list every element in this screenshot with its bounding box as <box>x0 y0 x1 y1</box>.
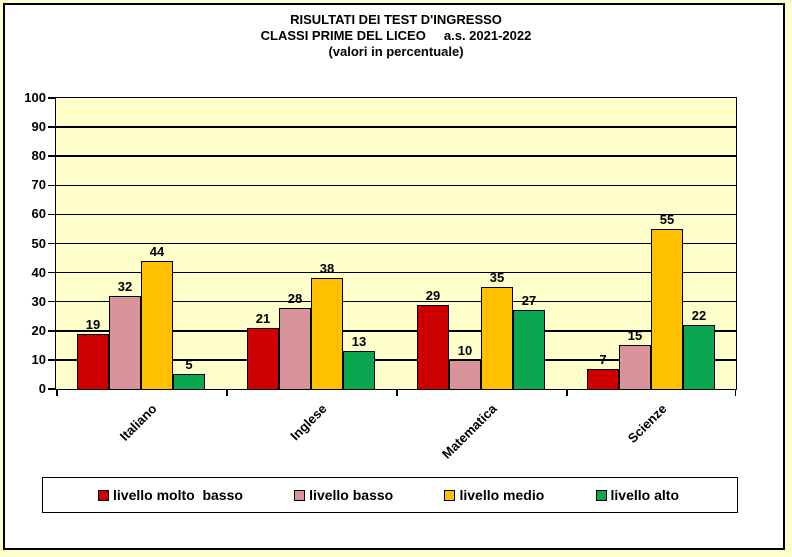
y-axis-tick <box>47 300 55 303</box>
bar-value-label: 5 <box>185 357 193 373</box>
legend-box: livello molto basso livello basso livello … <box>42 477 738 513</box>
bar-value-label: 10 <box>457 342 473 358</box>
y-axis-label: 60 <box>31 206 46 222</box>
bar-value-label: 32 <box>117 278 133 294</box>
y-axis-tick <box>47 271 55 274</box>
x-axis-tick <box>734 389 736 396</box>
bar-value-label: 55 <box>659 211 675 227</box>
bar <box>417 304 449 389</box>
bar-value-label: 29 <box>425 287 441 303</box>
bar-value-label: 21 <box>255 310 271 326</box>
bar-value-label: 38 <box>319 261 335 277</box>
bar <box>449 359 481 389</box>
bar <box>619 345 651 389</box>
legend-item: livello molto basso <box>98 487 243 503</box>
bar-value-label: 22 <box>691 307 707 323</box>
gridline <box>56 300 736 303</box>
bar <box>279 307 311 389</box>
bar-value-label: 15 <box>627 328 643 344</box>
y-axis-tick <box>47 330 55 332</box>
legend-item: livello basso <box>294 487 393 503</box>
bar <box>173 374 205 389</box>
legend-item: livello medio <box>444 487 544 503</box>
legend-label: livello molto basso <box>113 487 243 503</box>
y-axis-label: 30 <box>31 293 46 309</box>
y-axis-tick <box>47 126 55 128</box>
legend-label: livello alto <box>610 487 679 503</box>
bar <box>109 295 141 389</box>
y-axis-label: 0 <box>38 381 46 396</box>
gridline <box>56 359 736 361</box>
y-axis-label: 90 <box>31 119 46 135</box>
x-axis-tick <box>56 389 58 396</box>
gridline <box>56 213 736 216</box>
y-axis-label: 20 <box>31 322 46 338</box>
chart-title-line1: RISULTATI DEI TEST D'INGRESSO <box>290 12 502 27</box>
legend-swatch <box>444 489 456 501</box>
bar <box>513 310 545 389</box>
bar-value-label: 13 <box>351 334 367 350</box>
bar <box>247 327 279 389</box>
bar <box>343 351 375 389</box>
legend-label: livello basso <box>309 487 394 503</box>
legend-swatch <box>595 489 607 501</box>
y-axis-tick <box>47 184 55 187</box>
bar <box>141 260 173 389</box>
x-axis-tick <box>226 389 228 396</box>
legend-item: livello alto <box>595 487 679 503</box>
bar-value-label: 27 <box>521 293 537 309</box>
bar <box>683 324 715 389</box>
gridline <box>56 184 736 187</box>
x-axis-tick <box>396 389 398 396</box>
y-axis-tick <box>47 155 55 157</box>
x-axis-tick <box>566 389 568 396</box>
gridline <box>56 242 736 245</box>
y-axis-label: 70 <box>31 177 46 193</box>
bar <box>311 278 343 389</box>
legend-label: livello medio <box>459 487 545 503</box>
legend-swatch <box>294 489 306 501</box>
y-axis-label: 40 <box>31 264 46 280</box>
chart-title-line3: (valori in percentuale) <box>328 44 464 59</box>
gridline <box>56 126 736 128</box>
legend-swatch <box>98 489 109 501</box>
chart-title: RISULTATI DEI TEST D'INGRESSO CLASSI PRI… <box>0 12 792 60</box>
y-axis-label: 10 <box>31 351 46 367</box>
y-axis-label: 80 <box>31 148 46 164</box>
bar-value-label: 35 <box>489 270 505 286</box>
plot-area: 0 10 20 30 40 50 60 70 80 90 100 19 21 29 7 32 28 10 15 44 3… <box>24 90 737 462</box>
bar <box>77 333 109 389</box>
gridline <box>56 271 736 274</box>
y-axis-label: 50 <box>31 235 46 251</box>
y-axis-tick <box>47 213 55 216</box>
gridline <box>56 155 736 157</box>
bar-value-label: 44 <box>149 243 165 259</box>
gridline <box>56 330 736 332</box>
chart-title-line2: CLASSI PRIME DEL LICEO a.s. 2021-2022 <box>260 28 532 43</box>
y-axis-label: 100 <box>24 90 46 105</box>
bar <box>651 228 683 389</box>
bar-value-label: 7 <box>599 351 607 367</box>
y-axis-tick <box>47 388 55 390</box>
bar <box>481 287 513 389</box>
bar-value-label: 19 <box>85 316 101 332</box>
y-axis-tick <box>47 97 55 99</box>
y-axis-tick <box>47 359 55 361</box>
bar <box>587 368 619 389</box>
bar-value-label: 28 <box>287 290 303 306</box>
y-axis-tick <box>47 242 55 245</box>
